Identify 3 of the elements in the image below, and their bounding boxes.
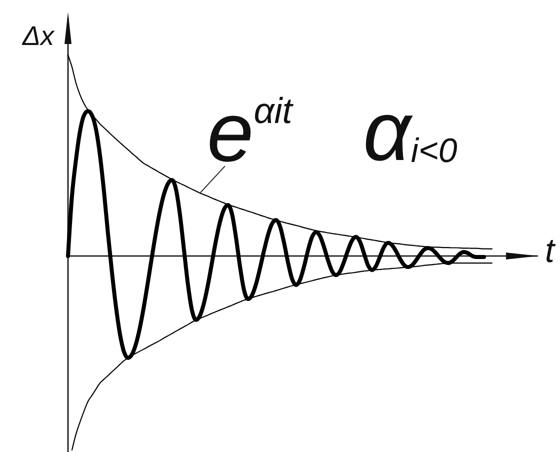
x-axis-title: t bbox=[545, 232, 556, 270]
annotation: e$^{αit}$ bbox=[207, 85, 294, 180]
y-axis-title: Δx bbox=[21, 21, 56, 51]
